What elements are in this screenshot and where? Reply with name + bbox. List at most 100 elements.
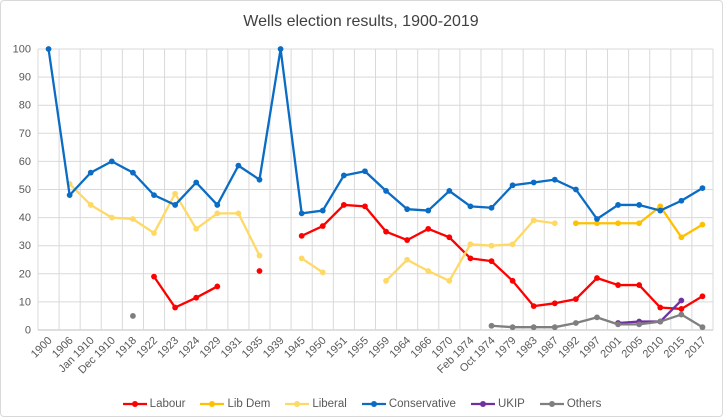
legend-label: Lib Dem	[227, 397, 271, 410]
legend-marker-icon	[548, 401, 555, 408]
series-liberal-point	[108, 214, 115, 221]
series-liberal-point	[509, 241, 516, 248]
x-tick-label: 1931	[219, 335, 245, 361]
series-others-point	[657, 318, 664, 325]
x-tick-label: 2017	[683, 335, 709, 361]
series-conservative-point	[678, 197, 685, 204]
series-liberal-point	[130, 216, 136, 222]
legend-label: Liberal	[312, 397, 347, 410]
series-labour-point	[298, 232, 305, 239]
legend-swatch-icon	[470, 401, 495, 408]
series-others-point	[636, 321, 643, 328]
x-tick-label: 2010	[641, 335, 667, 361]
legend-marker-icon	[479, 401, 486, 408]
series-conservative-point	[509, 182, 516, 189]
x-tick-label: 1983	[514, 335, 540, 361]
legend-swatch-icon	[285, 401, 310, 408]
x-tick-label: 1951	[324, 335, 350, 361]
y-tick-label: 0	[25, 325, 31, 337]
series-others-point	[678, 311, 685, 318]
series-liberal-point	[467, 241, 474, 248]
x-tick-label: 1939	[261, 335, 287, 361]
series-liberal-point	[151, 230, 157, 236]
series-liberal-point	[446, 277, 453, 284]
series-liberal-line	[68, 182, 261, 257]
series-others-point	[551, 324, 558, 331]
series-labour-point	[636, 282, 643, 288]
series-conservative-point	[446, 188, 453, 194]
series-labour-point	[678, 306, 685, 312]
x-tick-label: 1950	[303, 335, 329, 361]
series-conservative-point	[256, 176, 263, 183]
y-tick-label: 90	[19, 72, 31, 84]
series-conservative-point	[298, 210, 305, 217]
series-labour-line	[300, 203, 704, 311]
series-conservative-point	[615, 202, 621, 208]
series-lib-dem-point	[657, 203, 664, 210]
y-tick-label: 70	[19, 128, 31, 140]
series-liberal-point	[235, 210, 242, 217]
series-labour-point	[572, 296, 579, 302]
series-labour-point	[193, 294, 200, 301]
series-lib-dem-point	[615, 220, 621, 227]
line-chart: Wells election results, 1900-2019 0 10 20 3…	[13, 13, 714, 376]
legend-marker-icon	[131, 401, 138, 408]
series-liberal-point	[319, 269, 326, 276]
series-others-point	[594, 314, 600, 321]
legend-item-liberal[interactable]: Liberal	[284, 397, 347, 411]
series-conservative-point	[488, 204, 495, 211]
series-labour-point	[214, 283, 221, 290]
series-conservative-point	[151, 192, 157, 199]
series-labour-point	[362, 203, 368, 210]
series-conservative-point	[657, 207, 664, 214]
series-conservative-point	[383, 188, 389, 194]
series-liberal-point	[298, 255, 305, 262]
legend-item-others[interactable]: Others	[539, 398, 601, 411]
x-tick-label: 1929	[198, 335, 224, 361]
series-others-point	[699, 324, 706, 331]
series-conservative-point	[594, 216, 600, 222]
series-conservative-point	[130, 169, 136, 176]
series-others-point	[615, 321, 621, 328]
series-others-point	[130, 313, 136, 319]
series-liberal-point	[530, 217, 537, 224]
series-conservative-point	[214, 202, 221, 208]
x-tick-label: 2005	[619, 335, 645, 361]
x-tick-label: 1900	[29, 335, 55, 361]
legend-label: Conservative	[388, 397, 456, 410]
series-liberal-line	[300, 257, 324, 274]
x-tick-label: 1959	[366, 335, 392, 361]
y-tick-label: 30	[19, 240, 31, 252]
series-lib-dem-point	[678, 234, 685, 241]
series-liberal-point	[488, 242, 495, 249]
series-conservative-point	[572, 186, 579, 193]
y-tick-label: 50	[19, 184, 31, 196]
legend-item-conservative[interactable]: Conservative	[361, 397, 456, 411]
series-lib-dem-point	[572, 220, 579, 227]
legend-item-labour[interactable]: Labour	[122, 398, 185, 411]
series-conservative-point	[66, 192, 73, 199]
series-liberal-point	[551, 220, 558, 227]
series-labour-point	[699, 293, 706, 300]
legend-swatch-icon	[361, 401, 386, 408]
x-tick-label: 1935	[240, 335, 266, 361]
legend-item-lib-dem[interactable]: Lib Dem	[199, 397, 271, 411]
y-tick-label: 100	[13, 44, 31, 56]
x-tick-label: 1923	[155, 335, 181, 361]
series-labour-point	[425, 225, 432, 232]
series-labour-point	[151, 273, 157, 280]
series-liberal-point	[425, 268, 432, 274]
x-tick-label: 1966	[409, 335, 435, 361]
x-tick-label: 1945	[282, 335, 308, 361]
series-lib-dem-point	[636, 220, 643, 227]
series-labour-point	[340, 202, 347, 208]
series-conservative-point	[636, 202, 643, 208]
y-tick-label: 60	[19, 156, 31, 168]
series-liberal-point	[193, 225, 200, 232]
legend-item-ukip[interactable]: UKIP	[470, 398, 525, 411]
series-conservative-point	[108, 158, 115, 165]
series-liberal-point	[172, 190, 179, 197]
series-labour-line	[152, 275, 219, 309]
series-others-point	[488, 322, 495, 329]
